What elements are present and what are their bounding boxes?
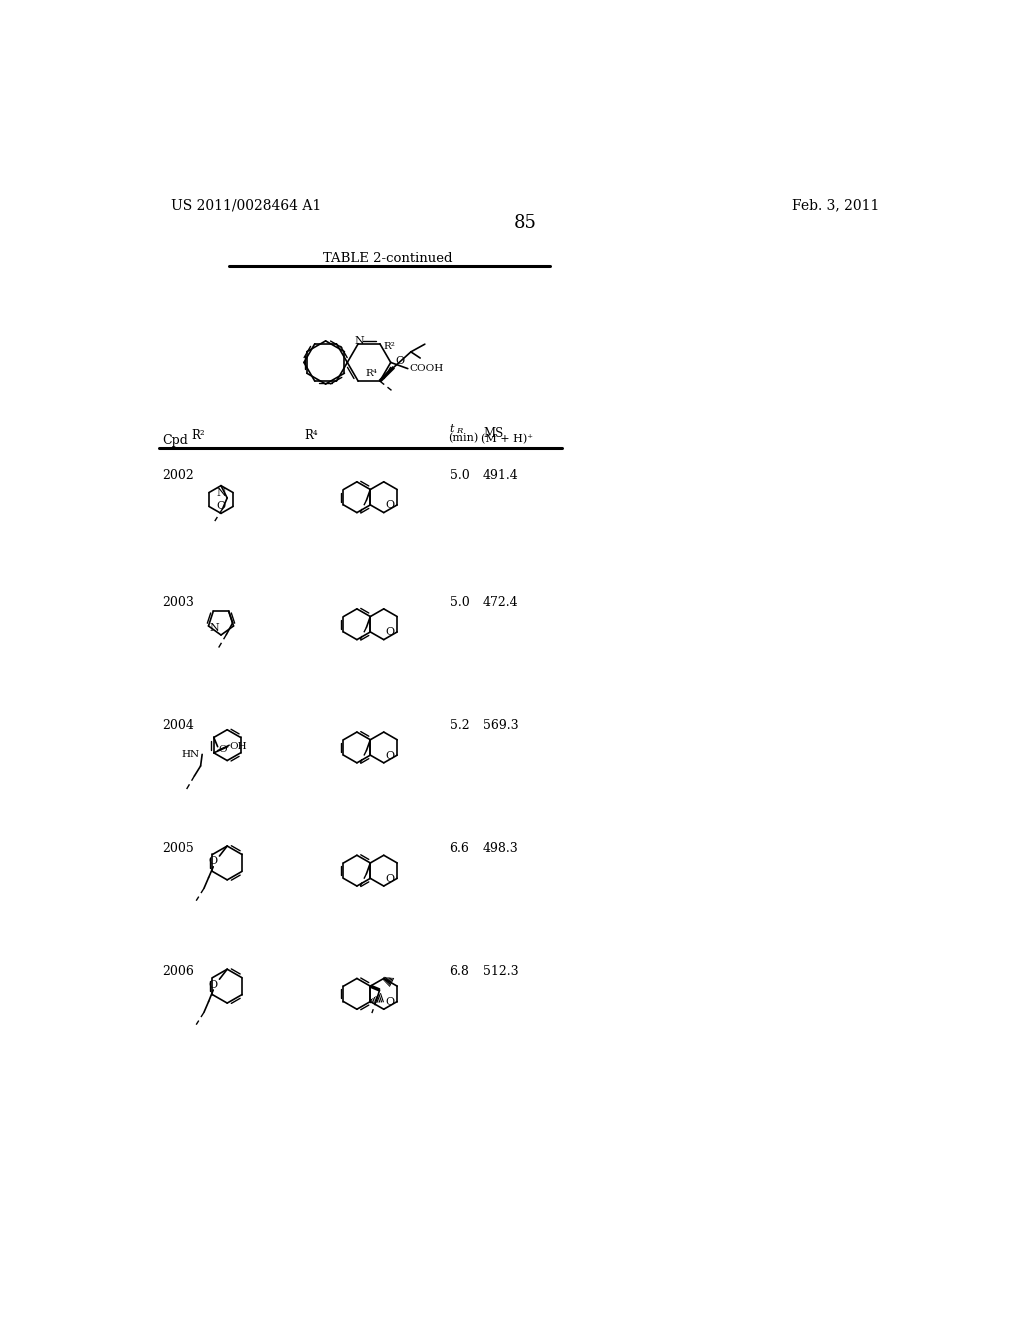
Text: 6.8: 6.8 — [450, 965, 469, 978]
Text: COOH: COOH — [410, 364, 443, 374]
Text: O: O — [385, 500, 394, 511]
Text: TABLE 2-continued: TABLE 2-continued — [323, 252, 453, 265]
Text: t: t — [450, 424, 454, 434]
Text: 472.4: 472.4 — [483, 595, 518, 609]
Text: 569.3: 569.3 — [483, 719, 518, 733]
Text: (min): (min) — [449, 433, 478, 444]
Text: O: O — [385, 997, 394, 1007]
Text: 5.2: 5.2 — [450, 719, 469, 733]
Text: 498.3: 498.3 — [483, 842, 519, 855]
Text: Cpd: Cpd — [162, 434, 188, 447]
Text: HN: HN — [181, 750, 200, 759]
Text: 491.4: 491.4 — [483, 469, 519, 482]
Text: R: R — [456, 428, 462, 436]
Text: OH: OH — [229, 742, 247, 751]
Text: N: N — [355, 337, 365, 346]
Text: 2005: 2005 — [162, 842, 194, 855]
Text: 2003: 2003 — [162, 595, 194, 609]
Text: 5.0: 5.0 — [450, 595, 469, 609]
Text: 2006: 2006 — [162, 965, 194, 978]
Text: 2002: 2002 — [162, 469, 194, 482]
Text: O: O — [385, 751, 394, 760]
Text: R⁴: R⁴ — [366, 368, 378, 378]
Text: Feb. 3, 2011: Feb. 3, 2011 — [793, 198, 880, 213]
Text: O: O — [209, 979, 218, 990]
Text: O: O — [209, 857, 218, 866]
Text: R⁴: R⁴ — [305, 429, 318, 442]
Text: (M + H)⁺: (M + H)⁺ — [480, 434, 532, 445]
Text: 85: 85 — [513, 214, 537, 232]
Text: 5.0: 5.0 — [450, 469, 469, 482]
Text: 6.6: 6.6 — [450, 842, 469, 855]
Text: O: O — [385, 627, 394, 638]
Text: 2004: 2004 — [162, 719, 194, 733]
Text: N: N — [210, 623, 219, 634]
Text: O: O — [385, 874, 394, 884]
Text: O: O — [218, 746, 227, 754]
Text: R²: R² — [384, 342, 395, 351]
Text: O: O — [216, 502, 225, 511]
Text: O: O — [395, 355, 404, 366]
Text: N: N — [216, 488, 226, 498]
Text: US 2011/0028464 A1: US 2011/0028464 A1 — [171, 198, 321, 213]
Text: MS: MS — [483, 428, 503, 440]
Text: R²: R² — [191, 429, 205, 442]
Text: 512.3: 512.3 — [483, 965, 518, 978]
